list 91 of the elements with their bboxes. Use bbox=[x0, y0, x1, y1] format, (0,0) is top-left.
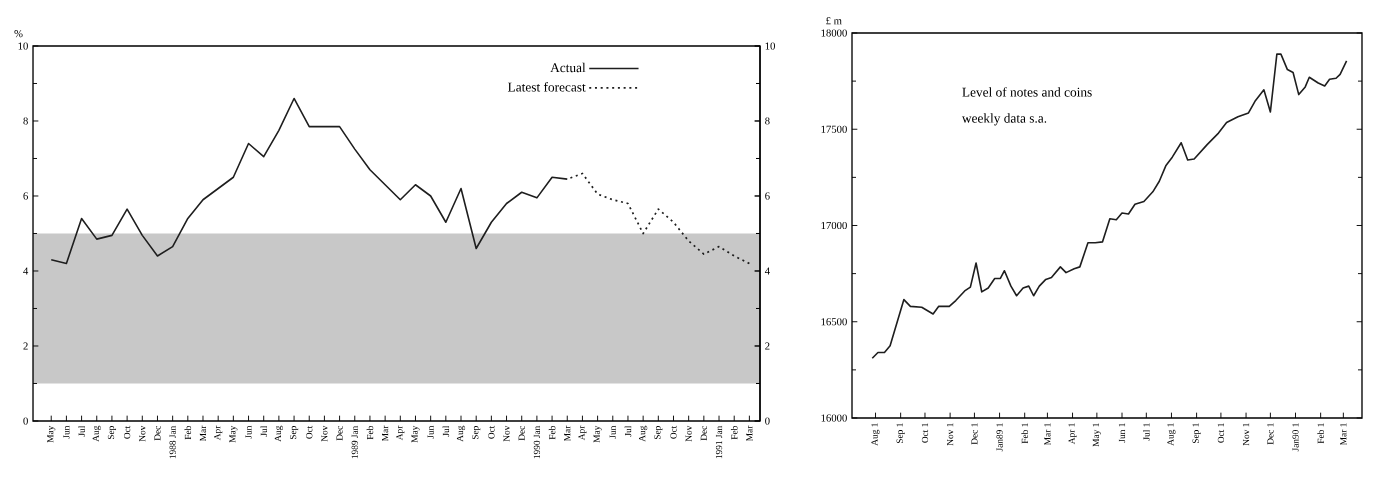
annotation: Level of notes and coins bbox=[962, 87, 1092, 97]
legend-label: Latest forecast bbox=[507, 82, 586, 92]
y-tick-label: 16000 bbox=[821, 414, 847, 422]
y-tick-label: 16500 bbox=[821, 318, 847, 326]
x-tick-label: Jan89 1 bbox=[996, 423, 1003, 452]
x-tick-label: Aug 1 bbox=[1167, 423, 1176, 446]
annotation: weekly data s.a. bbox=[961, 113, 1047, 126]
x-tick-label: Nov 1 bbox=[947, 423, 954, 446]
x-tick-label: May 1 bbox=[1092, 423, 1101, 447]
y2-tick-label: 2 bbox=[765, 342, 770, 350]
y2-tick-label: 10 bbox=[765, 42, 775, 50]
x-tick-label: Nov bbox=[139, 425, 146, 442]
x-tick-label: Dec bbox=[518, 425, 525, 441]
x-tick-label: Jun bbox=[245, 425, 252, 439]
x-tick-label: 1990 Jan bbox=[533, 425, 541, 459]
y-tick-label: 4 bbox=[23, 267, 29, 275]
x-tick-label: Feb 1 bbox=[1317, 423, 1324, 444]
y-tick-label: 2 bbox=[23, 342, 28, 350]
x-tick-label: Jun bbox=[427, 425, 434, 439]
x-tick-label: Jan90 1 bbox=[1292, 423, 1299, 452]
x-tick-label: Jun bbox=[609, 425, 616, 439]
x-tick-label: Mar bbox=[746, 425, 753, 441]
x-tick-label: Mar bbox=[564, 425, 571, 441]
x-tick-label: 1988 Jan bbox=[169, 425, 176, 459]
x-tick-label: Jun bbox=[63, 425, 70, 439]
x-tick-label: Jul bbox=[624, 425, 632, 437]
y-tick-label: 17000 bbox=[821, 221, 847, 230]
x-tick-label: Jul 1 bbox=[1143, 423, 1150, 441]
x-tick-label: Mar 1 bbox=[1340, 423, 1347, 445]
x-tick-label: Oct bbox=[670, 425, 677, 439]
x-tick-label: Aug bbox=[639, 425, 648, 442]
x-tick-label: Dec bbox=[154, 425, 161, 441]
x-tick-label: Dec bbox=[336, 425, 343, 441]
x-tick-label: 1991 Jan bbox=[715, 425, 723, 459]
y2-tick-label: 8 bbox=[765, 117, 770, 125]
x-tick-label: Sep bbox=[654, 426, 663, 440]
x-tick-label: Sep bbox=[107, 426, 117, 440]
x-tick-label: Sep 1 bbox=[1192, 423, 1201, 444]
x-tick-label: Feb bbox=[366, 426, 374, 440]
x-tick-label: Jul bbox=[260, 425, 267, 437]
x-tick-label: Nov bbox=[685, 425, 692, 442]
x-tick-label: Oct bbox=[306, 425, 313, 439]
x-tick-label: Nov 1 bbox=[1242, 423, 1250, 446]
x-tick-label: Jul bbox=[442, 425, 450, 437]
x-tick-label: May bbox=[411, 425, 420, 443]
x-tick-label: Oct 1 bbox=[921, 423, 929, 443]
x-tick-label: Feb 1 bbox=[1021, 423, 1028, 444]
x-tick-label: Apr 1 bbox=[1068, 423, 1077, 445]
y2-tick-label: 6 bbox=[765, 192, 770, 200]
y2-tick-label: 4 bbox=[764, 267, 770, 275]
x-tick-label: Aug 1 bbox=[871, 423, 880, 446]
y-tick-label: 8 bbox=[23, 117, 28, 125]
y-axis-title: % bbox=[14, 30, 23, 38]
x-tick-label: Apr bbox=[396, 425, 405, 441]
x-tick-label: Dec 1 bbox=[971, 423, 978, 445]
x-tick-label: Apr bbox=[578, 425, 587, 441]
legend-label: Actual bbox=[550, 62, 586, 73]
x-tick-label: Sep bbox=[472, 426, 481, 440]
x-tick-label: Mar bbox=[382, 425, 389, 441]
y-tick-label: 10 bbox=[18, 42, 28, 50]
y-tick-label: 18000 bbox=[821, 29, 847, 37]
x-tick-label: May bbox=[47, 425, 56, 443]
x-tick-label: 1989 Jan bbox=[351, 425, 358, 459]
x-tick-label: Jun 1 bbox=[1118, 423, 1126, 443]
x-tick-label: Sep 1 bbox=[896, 423, 905, 444]
x-tick-label: Aug bbox=[274, 425, 283, 442]
x-tick-label: Oct bbox=[123, 425, 131, 439]
x-tick-label: Aug bbox=[92, 425, 101, 442]
x-tick-label: Nov bbox=[503, 425, 510, 442]
x-tick-label: Oct 1 bbox=[1217, 423, 1225, 443]
x-tick-label: Mar 1 bbox=[1044, 423, 1051, 445]
y-tick-label: 17500 bbox=[821, 125, 847, 133]
x-tick-label: May bbox=[593, 425, 602, 443]
x-tick-label: Sep bbox=[289, 426, 299, 440]
y-tick-label: 6 bbox=[23, 192, 28, 200]
x-tick-label: Dec 1 bbox=[1267, 423, 1274, 445]
x-tick-label: Aug bbox=[456, 425, 466, 442]
x-tick-label: Mar bbox=[199, 425, 207, 441]
y2-tick-label: 0 bbox=[765, 417, 770, 425]
x-tick-label: Oct bbox=[488, 425, 495, 439]
line-series bbox=[871, 53, 1348, 360]
y-axis-title: £ m bbox=[826, 17, 842, 25]
x-tick-label: Feb bbox=[548, 426, 556, 440]
y-tick-label: 0 bbox=[23, 417, 28, 425]
x-tick-label: Feb bbox=[184, 426, 192, 440]
x-tick-label: Nov bbox=[321, 425, 328, 442]
x-tick-label: May bbox=[229, 425, 238, 443]
x-tick-label: Jul bbox=[78, 425, 85, 437]
x-tick-label: Apr bbox=[214, 425, 223, 441]
x-tick-label: Feb bbox=[730, 426, 738, 440]
x-tick-label: Dec bbox=[700, 425, 707, 441]
